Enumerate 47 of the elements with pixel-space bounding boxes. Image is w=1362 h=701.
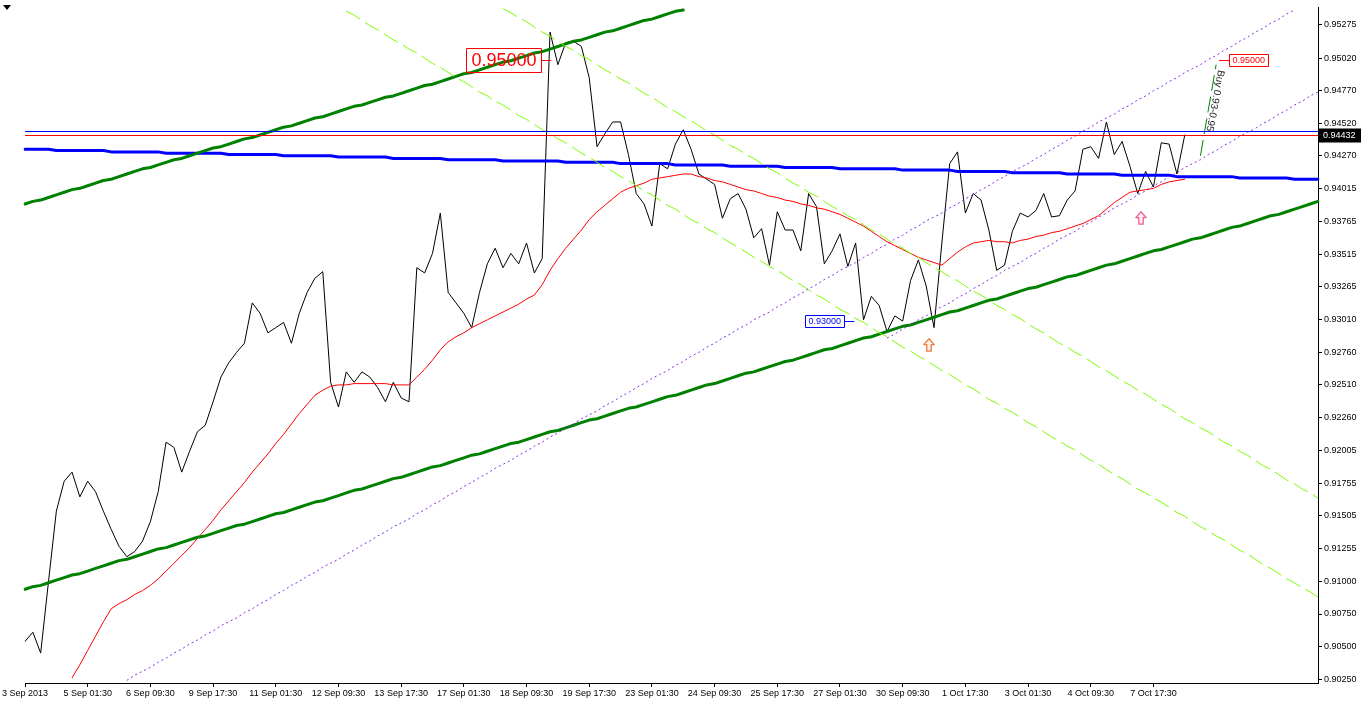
x-tick-label: 27 Sep 01:30: [813, 687, 867, 698]
line-series: [886, 91, 1319, 339]
x-tick-label: 7 Oct 17:30: [1130, 687, 1177, 698]
x-tick-label: 30 Sep 09:30: [875, 687, 930, 698]
y-tick-label: 0.94015: [1324, 183, 1357, 194]
y-tick-label: 0.95275: [1324, 19, 1357, 30]
y-tick-label: 0.93765: [1324, 216, 1357, 227]
x-tick-label: 3 Sep 2013: [1, 687, 49, 698]
annotation: 0.95000: [1232, 55, 1266, 66]
y-tick-label: 0.94270: [1324, 150, 1357, 161]
y-tick-label: 0.92760: [1324, 346, 1357, 357]
x-tick-label: 4 Oct 09:30: [1067, 687, 1115, 698]
y-tick-label: 0.90250: [1324, 673, 1357, 684]
x-tick-label: 23 Sep 01:30: [625, 687, 679, 698]
y-tick-label: 0.95020: [1324, 52, 1357, 63]
line-series: [126, 9, 1295, 681]
y-tick-label: 0.91505: [1324, 510, 1357, 521]
x-tick-label: 3 Oct 01:30: [1004, 687, 1052, 698]
y-tick-label: 0.91000: [1324, 575, 1357, 586]
annotation: 0.93000: [808, 316, 842, 327]
y-tick-label: 0.91755: [1324, 477, 1357, 488]
y-tick-label: 0.94770: [1324, 85, 1357, 96]
x-tick-label: 5 Sep 01:30: [63, 687, 112, 698]
y-tick-label: 0.92260: [1324, 411, 1357, 422]
y-tick-label: 0.94520: [1324, 117, 1357, 128]
x-tick-label: 6 Sep 09:30: [126, 687, 175, 698]
y-tick-label: 0.92510: [1324, 379, 1357, 390]
x-tick-label: 12 Sep 09:30: [311, 687, 366, 698]
ref-line-label: 0.94432: [1323, 130, 1356, 141]
y-tick-label: 0.93265: [1324, 281, 1357, 292]
x-tick-label: 24 Sep 09:30: [687, 687, 742, 698]
x-tick-label: 11 Sep 01:30: [249, 687, 303, 698]
x-tick-label: 17 Sep 01:30: [437, 687, 491, 698]
x-tick-label: 18 Sep 09:30: [499, 687, 554, 698]
y-tick-label: 0.93515: [1324, 248, 1357, 259]
x-tick-label: 13 Sep 17:30: [374, 687, 428, 698]
y-tick-label: 0.90500: [1324, 641, 1357, 652]
y-tick-label: 0.90750: [1324, 608, 1357, 619]
y-tick-label: 0.93010: [1324, 314, 1357, 325]
x-tick-label: 1 Oct 17:30: [942, 687, 989, 698]
y-tick-label: 0.92005: [1324, 445, 1357, 456]
line-series: [345, 10, 1319, 598]
y-tick-label: 0.91255: [1324, 542, 1357, 553]
annotation: Buy 0.93-0.95: [1204, 69, 1228, 133]
x-tick-label: 9 Sep 17:30: [188, 687, 238, 698]
x-tick-label: 19 Sep 17:30: [562, 687, 616, 698]
x-tick-label: 25 Sep 17:30: [750, 687, 805, 698]
